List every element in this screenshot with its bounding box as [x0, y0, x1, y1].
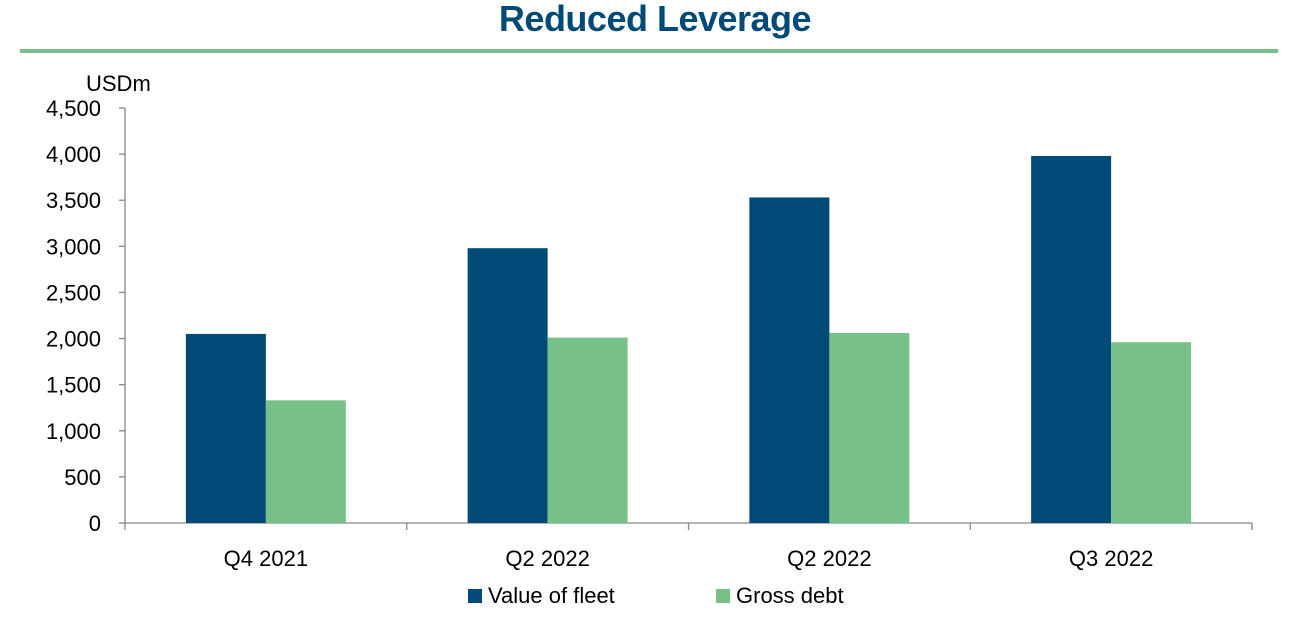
- x-tick-label: Q3 2022: [1069, 546, 1153, 571]
- y-axis-label: USDm: [86, 71, 151, 96]
- bar-gross-debt: [547, 337, 628, 523]
- legend-label-value-of-fleet: Value of fleet: [488, 583, 615, 608]
- bar-gross-debt: [265, 400, 346, 523]
- x-tick-label: Q2 2022: [787, 546, 871, 571]
- bar-chart: USDm 0 500 1,000 1,500 2,000 2,500 3,000 3,500 4,…: [46, 71, 1253, 571]
- bar-gross-debt: [1111, 342, 1192, 523]
- y-tick-label: 500: [64, 465, 101, 490]
- x-tick-label: Q2 2022: [505, 546, 589, 571]
- title-divider: [20, 49, 1278, 53]
- y-tick-label: 3,000: [46, 234, 101, 259]
- legend-item-value-of-fleet: Value of fleet: [468, 581, 615, 611]
- bar-value-of-fleet: [185, 333, 266, 523]
- legend-item-gross-debt: Gross debt: [716, 581, 844, 611]
- legend-swatch-value-of-fleet: [468, 589, 482, 603]
- y-tick-label: 1,500: [46, 373, 101, 398]
- legend-swatch-gross-debt: [716, 589, 730, 603]
- y-tick-label: 4,500: [46, 96, 101, 121]
- bar-gross-debt: [829, 333, 910, 523]
- y-tick-label: 0: [89, 511, 101, 536]
- legend: Value of fleet Gross debt: [0, 581, 1310, 611]
- y-tick-label: 2,000: [46, 327, 101, 352]
- legend-label-gross-debt: Gross debt: [736, 583, 844, 608]
- x-tick-label: Q4 2021: [224, 546, 308, 571]
- bar-value-of-fleet: [467, 248, 548, 523]
- y-tick-label: 3,500: [46, 188, 101, 213]
- y-tick-label: 2,500: [46, 280, 101, 305]
- bar-value-of-fleet: [1031, 155, 1112, 523]
- bar-value-of-fleet: [749, 197, 830, 523]
- y-tick-label: 1,000: [46, 419, 101, 444]
- chart-title: Reduced Leverage: [498, 0, 812, 39]
- y-tick-label: 4,000: [46, 142, 101, 167]
